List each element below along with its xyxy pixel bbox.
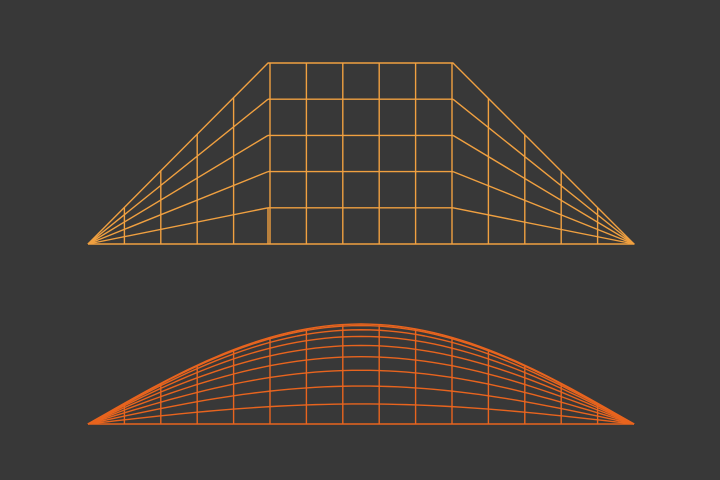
dome-row xyxy=(87,329,635,425)
dome-row xyxy=(87,344,635,425)
trapezoid-row-left xyxy=(87,134,269,245)
dome-row xyxy=(87,385,635,425)
trapezoid-row-right xyxy=(452,134,635,245)
dome-row xyxy=(87,335,635,425)
trapezoid-row-left xyxy=(87,98,269,245)
trapezoid-row-left xyxy=(87,170,269,245)
trapezoid-row-right xyxy=(452,207,635,245)
curved-wireframe xyxy=(87,323,635,425)
trapezoid-row-left xyxy=(87,207,269,245)
dome-row xyxy=(87,369,635,425)
trapezoid-wireframe xyxy=(87,62,635,245)
dome-outline xyxy=(87,323,635,425)
dome-row xyxy=(87,356,635,425)
trapezoid-row-right xyxy=(452,98,635,245)
dome-row xyxy=(87,403,635,425)
trapezoid-row-right xyxy=(452,170,635,245)
